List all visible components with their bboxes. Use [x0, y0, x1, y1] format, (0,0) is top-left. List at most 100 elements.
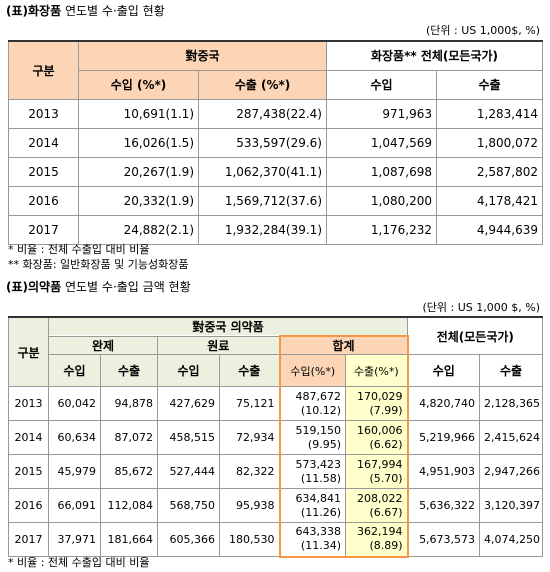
header-cell: 수출 — [100, 354, 158, 387]
header-cell: 수출 (%*) — [198, 69, 327, 100]
value-cell: 87,072 — [100, 420, 158, 455]
total-line: (9.95) — [307, 437, 341, 451]
value-cell: 85,672 — [100, 454, 158, 489]
value-cell: 94,878 — [100, 386, 158, 421]
header-cell: 수출 — [479, 354, 544, 387]
header-cell: 수출 — [219, 354, 280, 387]
value-cell: 4,074,250 — [479, 522, 544, 557]
total-line: (10.12) — [300, 403, 341, 417]
row: 2014 16,026(1.5) 533,597(29.6) 1,047,569 1,8… — [8, 127, 543, 158]
row: 2013 10,691(1.1) 287,438(22.4) 971,963 1,283… — [8, 98, 543, 129]
value-cell: 5,636,322 — [407, 488, 481, 523]
value-cell: 533,597(29.6) — [198, 127, 327, 158]
value-cell: 20,332(1.9) — [78, 185, 199, 216]
row: 2014 60,634 87,072 458,515 72,934 519,150 (9.9… — [8, 420, 544, 455]
total-line: (8.89) — [369, 539, 403, 553]
total-cell: 634,841 (11.26) — [278, 488, 346, 523]
total-line: (6.62) — [369, 437, 403, 451]
value-cell: 2,128,365 — [479, 386, 544, 421]
value-cell: 112,084 — [100, 488, 158, 523]
value-cell: 72,934 — [219, 420, 280, 455]
total-line: (5.70) — [369, 471, 403, 485]
value-cell: 2,587,802 — [436, 156, 543, 187]
value-cell: 4,820,740 — [407, 386, 481, 421]
pharma-table: 구분 對중국 의약품 전체(모든국가) 완제 원료 합계 수입 수출 수입 수출… — [8, 316, 544, 558]
cosmetics-table: 구분 對중국 화장품** 전체(모든국가) 수입 (%*) 수출 (%*) 수입… — [8, 40, 543, 245]
row: 2017 24,882(2.1) 1,932,284(39.1) 1,176,232 4… — [8, 214, 543, 245]
value-cell: 1,569,712(37.6) — [198, 185, 327, 216]
value-cell: 2,415,624 — [479, 420, 544, 455]
value-cell: 82,322 — [219, 454, 280, 489]
total-line: (7.99) — [369, 403, 403, 417]
unit: (단위 : US 1,000$, %) — [426, 24, 540, 37]
header-cell: 원료 — [157, 335, 280, 355]
value-cell: 60,634 — [48, 420, 101, 455]
value-cell: 1,283,414 — [436, 98, 543, 129]
total-cell: 573,423 (11.58) — [278, 454, 346, 489]
total-line: 634,841 — [295, 491, 342, 505]
total-line: (11.34) — [300, 539, 341, 553]
year-cell: 2016 — [8, 185, 79, 216]
header-cell: 수입(%*) — [278, 354, 346, 387]
value-cell: 75,121 — [219, 386, 280, 421]
row: 2016 20,332(1.9) 1,569,712(37.6) 1,080,200 4… — [8, 185, 543, 216]
total-line: 160,006 — [357, 423, 403, 437]
total-line: (11.58) — [300, 471, 341, 485]
value-cell: 16,026(1.5) — [78, 127, 199, 158]
row: 2015 20,267(1.9) 1,062,370(41.1) 1,087,698 2… — [8, 156, 543, 187]
year-cell: 2016 — [8, 488, 49, 523]
value-cell: 2,947,266 — [479, 454, 544, 489]
total-line: 362,194 — [357, 525, 403, 539]
header-cell: 수입 — [157, 354, 220, 387]
value-cell: 4,951,903 — [407, 454, 481, 489]
total-cell: 519,150 (9.95) — [278, 420, 346, 455]
header-cell: 수입 — [326, 69, 437, 100]
title: (표)의약품 연도별 수·출입 금액 현황 — [6, 278, 191, 295]
year-cell: 2014 — [8, 127, 79, 158]
header-cell: 구분 — [8, 316, 49, 387]
row: 2013 60,042 94,878 427,629 75,121 487,672 (10.… — [8, 386, 544, 421]
value-cell: 181,664 — [100, 522, 158, 557]
year-cell: 2015 — [8, 156, 79, 187]
header-cell: 합계 — [278, 335, 409, 355]
title-bold: (표)화장품 — [6, 4, 62, 18]
header-cell: 수출(%*) — [344, 354, 409, 387]
header-cell: 수입 — [48, 354, 101, 387]
total-cell: 487,672 (10.12) — [278, 386, 346, 421]
total-line: (11.26) — [300, 505, 341, 519]
value-cell: 4,944,639 — [436, 214, 543, 245]
value-cell: 1,176,232 — [326, 214, 437, 245]
header-cell: 전체(모든국가) — [407, 316, 544, 355]
value-cell: 60,042 — [48, 386, 101, 421]
value-cell: 20,267(1.9) — [78, 156, 199, 187]
total-cell: 362,194 (8.89) — [344, 522, 409, 558]
total-cell: 167,994 (5.70) — [344, 454, 409, 489]
header-cell: 수입 — [407, 354, 481, 387]
value-cell: 605,366 — [157, 522, 220, 557]
value-cell: 458,515 — [157, 420, 220, 455]
value-cell: 1,080,200 — [326, 185, 437, 216]
value-cell: 1,047,569 — [326, 127, 437, 158]
value-cell: 287,438(22.4) — [198, 98, 327, 129]
total-cell: 643,338 (11.34) — [278, 522, 346, 558]
value-cell: 1,800,072 — [436, 127, 543, 158]
year-cell: 2013 — [8, 386, 49, 421]
unit: (단위 : US 1,000 $, %) — [422, 301, 540, 314]
value-cell: 971,963 — [326, 98, 437, 129]
title: (표)화장품 연도별 수·출입 현황 — [6, 2, 165, 19]
value-cell: 45,979 — [48, 454, 101, 489]
title-text: 연도별 수·출입 현황 — [64, 4, 165, 18]
total-line: (6.67) — [369, 505, 403, 519]
title-text: 연도별 수·출입 금액 현황 — [64, 280, 191, 294]
year-cell: 2015 — [8, 454, 49, 489]
value-cell: 37,971 — [48, 522, 101, 557]
value-cell: 10,691(1.1) — [78, 98, 199, 129]
total-cell: 160,006 (6.62) — [344, 420, 409, 455]
total-line: 487,672 — [295, 389, 342, 403]
total-line: 643,338 — [295, 525, 342, 539]
total-cell: 208,022 (6.67) — [344, 488, 409, 523]
value-cell: 527,444 — [157, 454, 220, 489]
value-cell: 4,178,421 — [436, 185, 543, 216]
header-cell: 화장품** 전체(모든국가) — [326, 40, 543, 71]
value-cell: 5,673,573 — [407, 522, 481, 557]
